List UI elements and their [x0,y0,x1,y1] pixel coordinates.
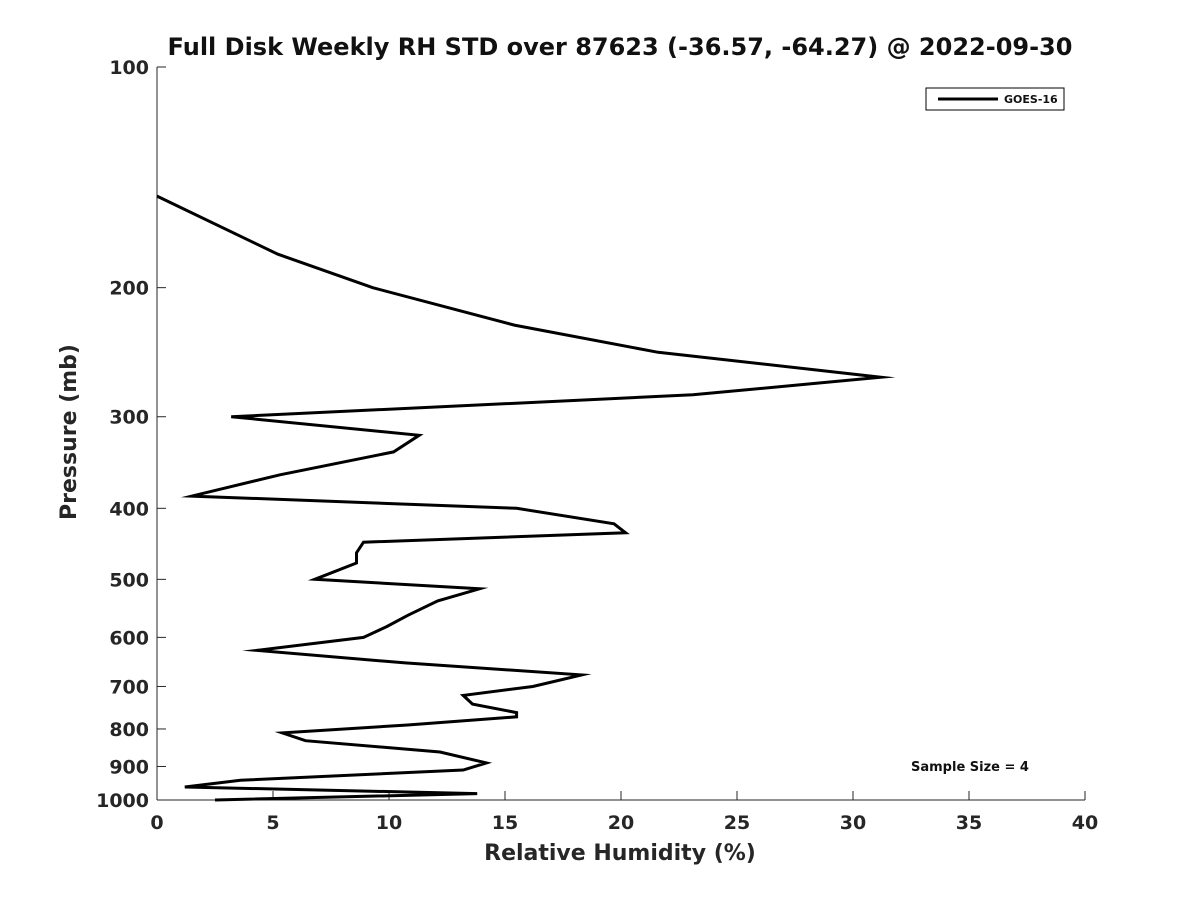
y-tick-label: 1000 [96,790,149,812]
series-line-goes-16 [156,194,896,802]
y-axis-label: Pressure (mb) [57,344,82,520]
y-tick-label: 200 [109,278,149,300]
axes [156,67,1085,801]
y-tick-label: 600 [109,627,149,649]
x-tick-label: 15 [492,812,518,834]
x-tick-label: 30 [840,812,866,834]
x-tick-label: 5 [266,812,279,834]
series-layer [156,194,896,802]
x-tick-label: 10 [376,812,402,834]
y-tick-label: 800 [109,719,149,741]
y-tick-label: 300 [109,407,149,429]
y-tick-label: 500 [109,569,149,591]
x-tick-label: 40 [1072,812,1098,834]
x-axis-ticks: 0 5 10 15 20 25 30 35 40 [150,791,1098,834]
legend-label-goes-16: GOES-16 [1004,93,1058,106]
x-tick-label: 0 [150,812,163,834]
legend: GOES-16 [925,87,1065,111]
x-tick-label: 35 [956,812,982,834]
y-axis-ticks: 100 200 300 400 500 600 700 800 900 1000 [96,57,166,812]
x-tick-label: 25 [724,812,750,834]
y-tick-label: 900 [109,756,149,778]
chart-title: Full Disk Weekly RH STD over 87623 (-36.… [168,33,1073,61]
sample-size-annotation: Sample Size = 4 [911,760,1029,775]
y-tick-label: 400 [109,498,149,520]
x-tick-label: 20 [608,812,634,834]
x-axis-label: Relative Humidity (%) [484,841,756,866]
y-tick-label: 100 [109,57,149,79]
y-tick-label: 700 [109,676,149,698]
